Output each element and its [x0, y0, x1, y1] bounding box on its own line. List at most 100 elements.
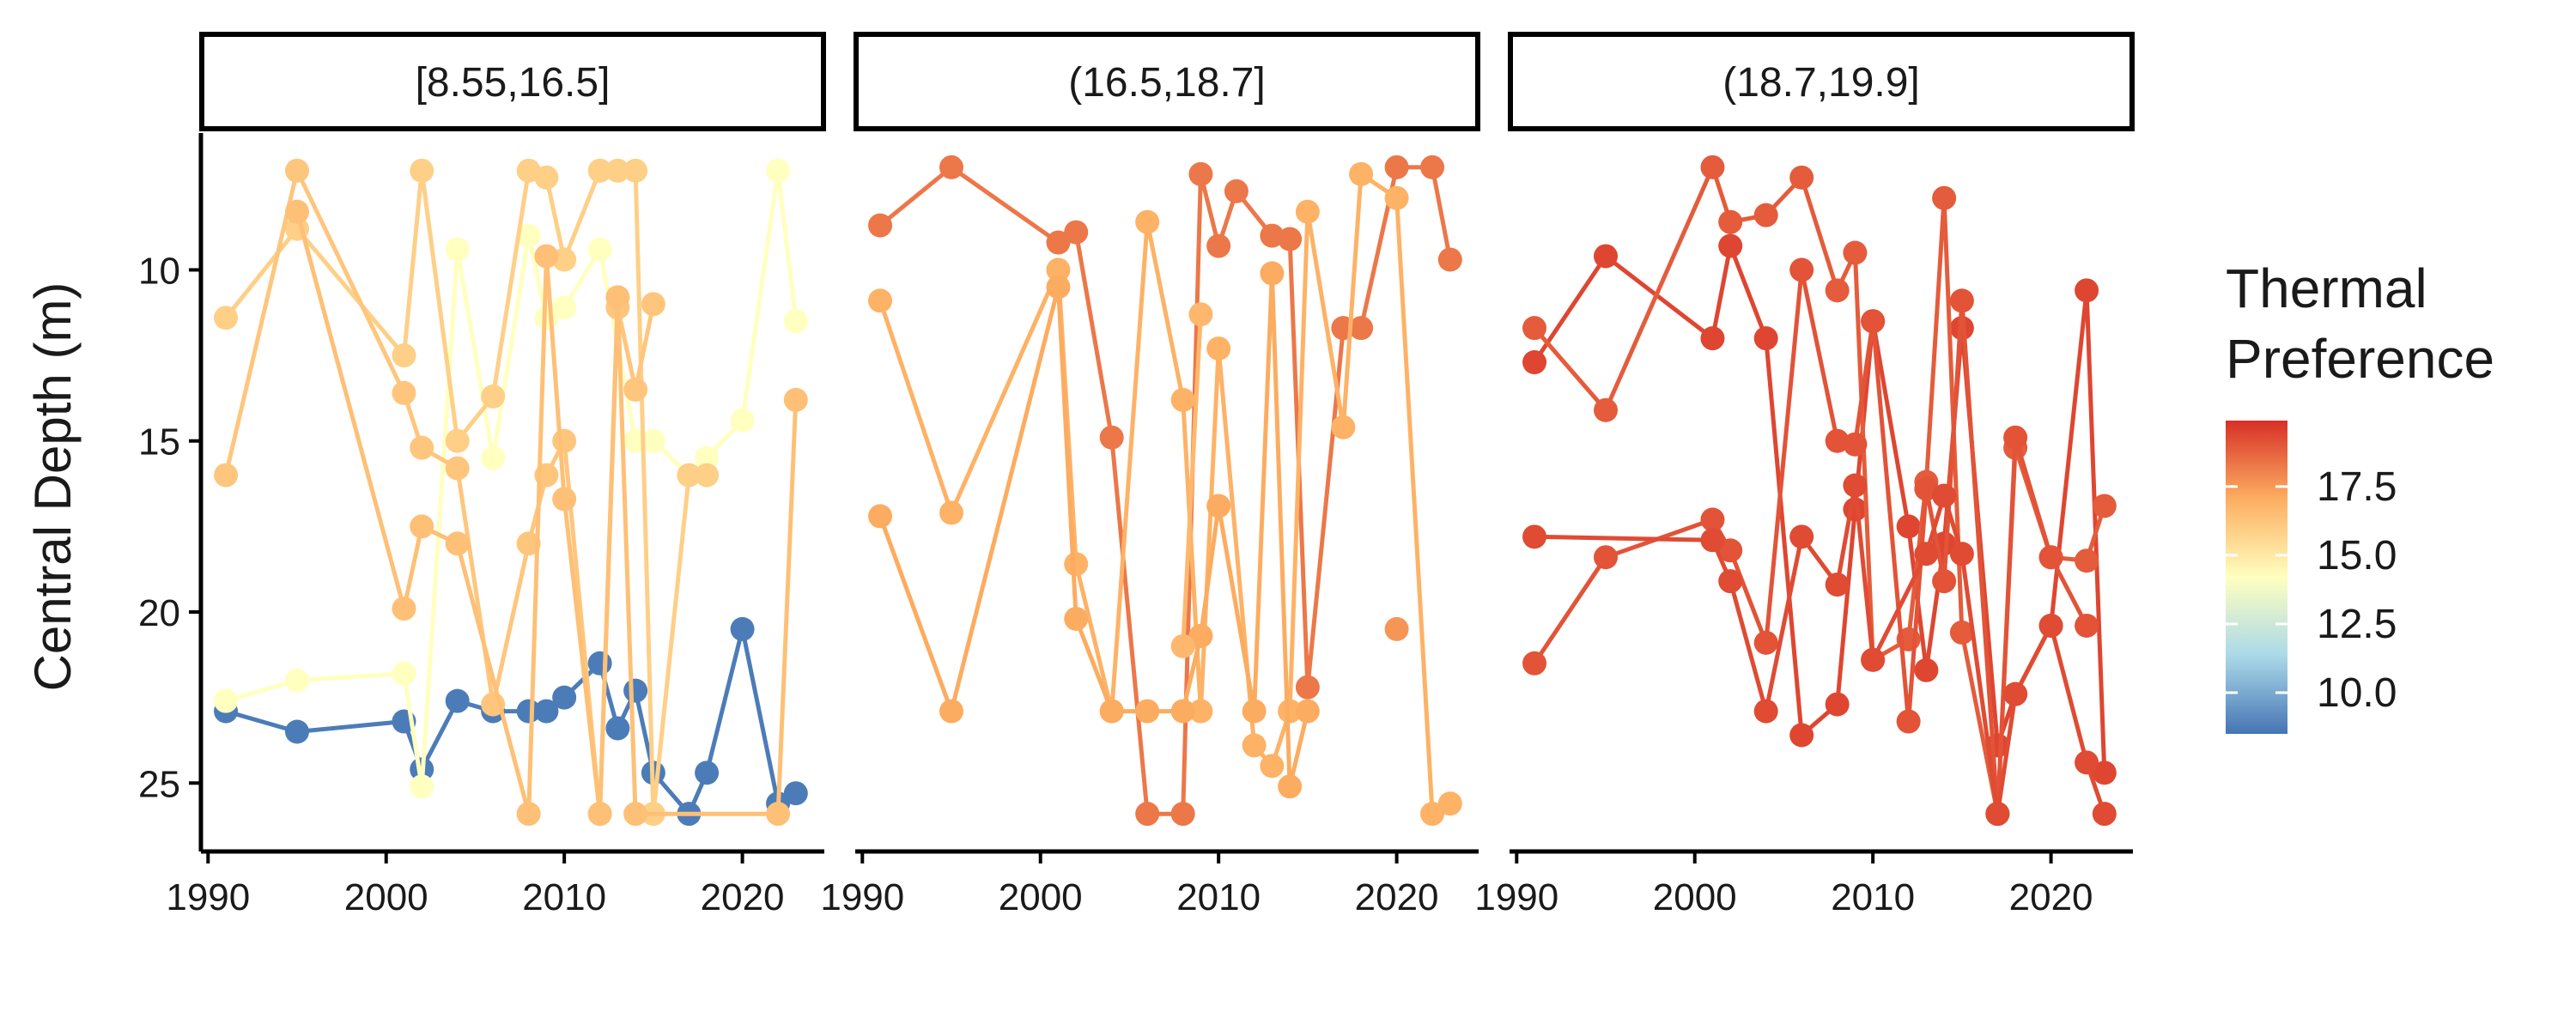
data-point — [392, 380, 416, 405]
data-point — [605, 716, 630, 741]
data-point — [1188, 161, 1213, 186]
data-point — [1260, 754, 1285, 779]
data-point — [1170, 633, 1195, 658]
data-point — [534, 699, 559, 724]
data-point — [285, 199, 310, 224]
data-point — [587, 237, 612, 262]
data-point — [1064, 606, 1089, 631]
data-point — [1843, 473, 1868, 498]
data-point — [1825, 278, 1850, 303]
data-point — [1718, 209, 1743, 234]
data-point — [392, 343, 416, 368]
data-point — [1949, 288, 1974, 313]
data-point — [2075, 278, 2099, 303]
data-point — [1188, 302, 1213, 327]
series — [214, 616, 808, 827]
data-point — [1046, 258, 1071, 282]
facet-strip-label: (18.7,19.9] — [1722, 60, 1920, 106]
y-tick-label: 20 — [138, 592, 180, 634]
data-point — [1718, 569, 1743, 594]
data-point — [2092, 494, 2117, 518]
data-point — [783, 781, 808, 806]
data-point — [1135, 209, 1160, 234]
series-line — [878, 172, 1452, 816]
data-point — [1932, 483, 1957, 508]
data-point — [766, 802, 791, 827]
data-point — [677, 463, 702, 488]
data-point — [1046, 275, 1071, 300]
series — [214, 158, 808, 799]
data-point — [1206, 233, 1231, 258]
facet-panel: [8.55,16.5] 1990 2000 2010 2020 10 15 20 25 — [138, 32, 826, 918]
data-point — [623, 158, 648, 183]
facet-strip-label: [8.55,16.5] — [416, 60, 611, 106]
data-point — [1700, 528, 1725, 553]
data-point — [1861, 647, 1886, 672]
data-point — [1700, 154, 1725, 179]
y-tick-label: 15 — [138, 421, 180, 464]
data-point — [1170, 699, 1195, 724]
data-point — [1932, 185, 1957, 210]
data-point — [552, 247, 577, 272]
data-point — [2092, 802, 2117, 827]
data-point — [587, 651, 612, 676]
data-point — [939, 699, 964, 724]
data-point — [2003, 425, 2028, 450]
x-tick-label: 2020 — [1355, 876, 1439, 918]
data-point — [1700, 326, 1725, 351]
data-point — [641, 292, 665, 317]
data-point — [641, 428, 665, 453]
data-point — [695, 445, 720, 470]
data-point — [1985, 802, 2010, 827]
x-tick-label: 2010 — [1831, 876, 1915, 918]
series-line — [1533, 165, 2107, 816]
data-point — [1522, 524, 1547, 549]
data-point — [868, 288, 893, 313]
facet-strip-label: (16.5,18.7] — [1068, 60, 1266, 106]
colorbar — [2226, 421, 2287, 734]
data-point — [1914, 542, 1939, 566]
data-point — [2038, 613, 2063, 638]
data-point — [1896, 514, 1921, 539]
data-point — [445, 688, 470, 713]
series — [1522, 258, 2099, 827]
colorbar-tick-label: 10.0 — [2317, 670, 2397, 716]
data-point — [1260, 261, 1285, 286]
data-point — [730, 408, 755, 433]
data-point — [1349, 161, 1374, 186]
data-point — [1753, 699, 1778, 724]
data-point — [214, 463, 239, 488]
series — [1522, 473, 2117, 827]
data-point — [695, 760, 720, 785]
data-point — [516, 802, 541, 827]
data-point — [1718, 538, 1743, 563]
data-point — [1188, 699, 1213, 724]
facet-panel: (18.7,19.9] 1990 2000 2010 2020 — [1474, 32, 2135, 918]
data-point — [2003, 682, 2028, 706]
data-point — [534, 165, 559, 190]
data-point — [587, 158, 612, 183]
data-point — [1170, 387, 1195, 412]
x-tick-label: 2000 — [999, 876, 1083, 918]
data-point — [1295, 699, 1320, 724]
data-point — [1437, 791, 1462, 816]
data-point — [1384, 616, 1409, 641]
data-point — [1046, 230, 1071, 255]
data-point — [1295, 199, 1320, 224]
data-point — [2092, 760, 2117, 785]
data-point — [410, 514, 434, 539]
data-point — [410, 435, 434, 460]
series — [1522, 154, 2117, 827]
legend-title: Thermal — [2226, 258, 2427, 319]
data-point — [1594, 244, 1619, 269]
data-point — [214, 306, 239, 330]
facet-strip — [854, 32, 1480, 131]
series-line — [295, 211, 799, 816]
x-tick-label: 2000 — [344, 876, 428, 918]
series — [1522, 233, 2117, 785]
data-point — [1843, 240, 1868, 265]
data-point — [552, 685, 577, 710]
data-point — [1789, 524, 1814, 549]
data-point — [868, 504, 893, 529]
legend-title: Preference — [2226, 328, 2494, 390]
